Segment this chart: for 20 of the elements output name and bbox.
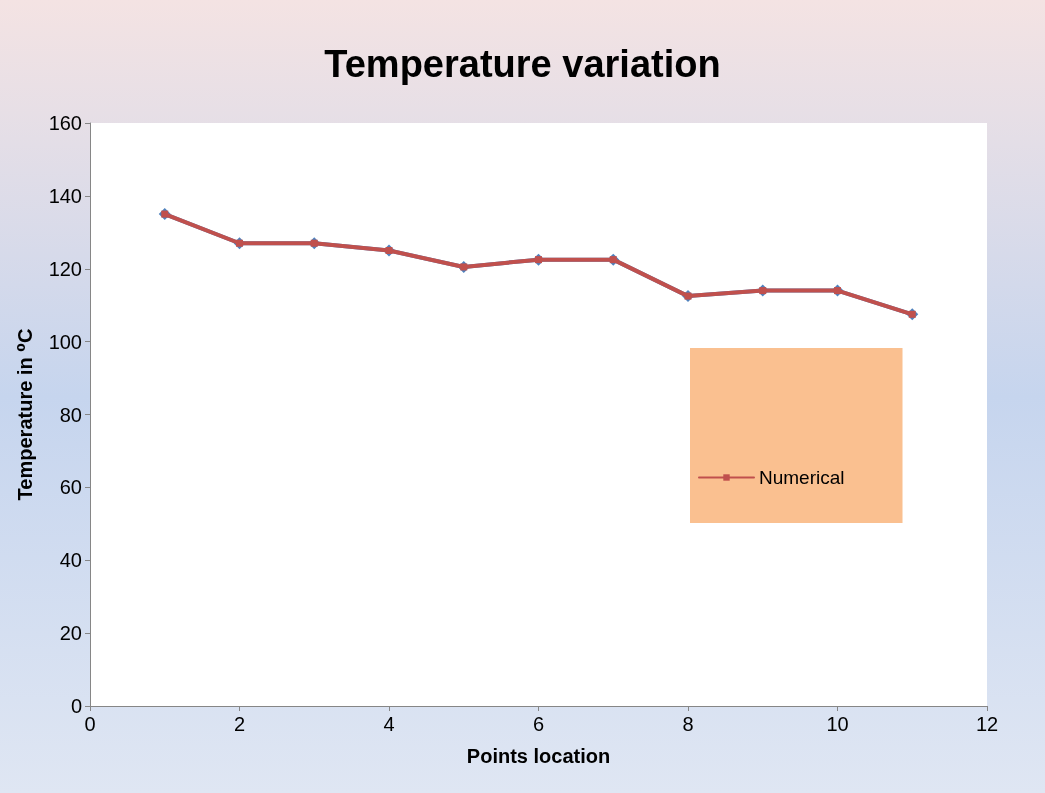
y-tick-label: 100 <box>48 330 82 353</box>
y-tick-label: 60 <box>59 476 82 499</box>
x-tick-label: 10 <box>826 713 849 735</box>
chart-title: Temperature variation <box>324 43 721 85</box>
y-tick-label: 120 <box>48 257 82 280</box>
x-axis-title: Points location <box>466 745 611 767</box>
y-tick-label: 80 <box>59 403 82 426</box>
x-tick-label: 12 <box>975 713 999 735</box>
x-tick-label: 8 <box>682 713 694 735</box>
y-tick-label: 0 <box>70 695 82 717</box>
x-tick-label: 0 <box>84 713 96 735</box>
x-tick-label: 4 <box>383 713 395 735</box>
x-tick-label: 6 <box>532 713 545 735</box>
y-axis-title: Temperature in ⁰C <box>14 328 36 501</box>
x-tick-label: 2 <box>233 713 246 735</box>
y-tick-label: 160 <box>48 112 82 134</box>
y-tick-label: 40 <box>59 549 82 572</box>
legend-label: Numerical <box>759 467 845 488</box>
y-tick-label: 20 <box>59 622 82 645</box>
y-tick-label: 140 <box>48 184 82 207</box>
